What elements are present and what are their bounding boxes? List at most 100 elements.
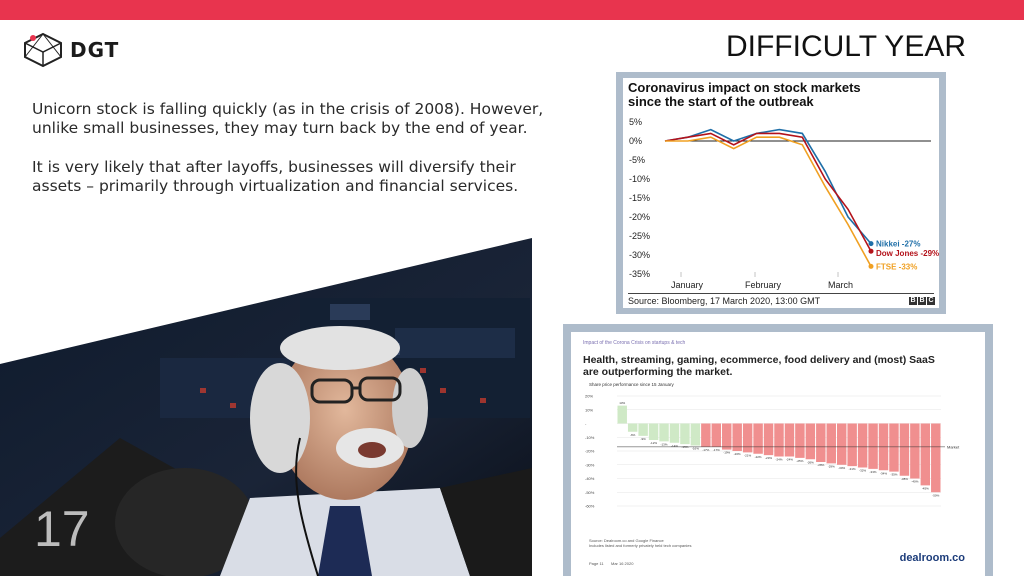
page-title: DIFFICULT YEAR xyxy=(725,30,966,63)
series-endpoint xyxy=(868,248,874,254)
chart2-ytick: 20% xyxy=(585,394,593,399)
bar-value-label: -45% xyxy=(922,486,929,490)
bar-value-label: -19% xyxy=(723,451,730,455)
bar xyxy=(690,423,701,446)
tech-performance-chart-card: Impact of the Corona Crisis on startups … xyxy=(563,324,993,576)
chart2-source: Source: Dealroom.co and Google Finance xyxy=(589,538,664,543)
chart1-ytick: -35% xyxy=(629,269,650,279)
series-label: FTSE -33% xyxy=(876,262,917,271)
bar-value-label: -25% xyxy=(796,459,803,463)
chart2-ytick: - xyxy=(585,421,587,426)
stock-markets-chart-card: Coronavirus impact on stock markets sinc… xyxy=(616,72,946,314)
page-number: 17 xyxy=(34,501,90,557)
bar-value-label: -33% xyxy=(870,470,877,474)
series-line-1 xyxy=(664,132,872,252)
chart1-xtick: January xyxy=(671,280,704,290)
bar-value-label: -17% xyxy=(702,448,709,452)
bar-value-label: -34% xyxy=(880,471,887,475)
chart1-xtick: February xyxy=(745,280,782,290)
chart2-title: Health, streaming, gaming, ecommerce, fo… xyxy=(583,354,935,378)
chart1-ytick: 0% xyxy=(629,136,642,146)
chart2-date: Mar 16 2020 xyxy=(611,561,634,566)
chart1-ytick: -30% xyxy=(629,250,650,260)
top-accent-bar xyxy=(0,0,1024,20)
bar xyxy=(627,423,638,432)
bar-value-label: -21% xyxy=(744,453,751,457)
bar-value-label: -24% xyxy=(786,458,793,462)
bar-value-label: -6% xyxy=(630,433,636,437)
chart1-ytick: -15% xyxy=(629,193,650,203)
series-label: Nikkei -27% xyxy=(876,240,920,249)
bar xyxy=(722,423,732,450)
bar xyxy=(826,423,836,464)
paragraph-2: It is very likely that after layoffs, bu… xyxy=(32,158,519,195)
bar xyxy=(732,423,742,451)
chart1-title-line2: since the start of the outbreak xyxy=(628,94,814,109)
chart2-plot: 20% 10% - -10% -20% -30% -40% -50% -60% 13% -6% -9… xyxy=(585,394,960,509)
bar-value-label: -35% xyxy=(890,473,897,477)
stock-markets-chart: Coronavirus impact on stock markets sinc… xyxy=(623,78,939,308)
chart2-kicker: Impact of the Corona Crisis on startups … xyxy=(583,340,686,346)
bar xyxy=(920,423,931,486)
bar xyxy=(931,423,941,493)
bar-value-label: -14% xyxy=(671,444,678,448)
bar xyxy=(816,423,826,462)
bar xyxy=(899,423,910,476)
bar xyxy=(910,423,920,479)
chart2-page: Page 11 xyxy=(589,561,604,566)
chart2-ytick: -40% xyxy=(585,476,595,481)
chart2-ytick: -20% xyxy=(585,449,595,454)
dgt-logo: DGT xyxy=(22,32,132,68)
chart1-ytick: 5% xyxy=(629,117,642,127)
body-text: Unicorn stock is falling quickly (as in … xyxy=(32,100,562,216)
bar-value-label: -20% xyxy=(734,452,741,456)
bar xyxy=(763,423,774,456)
chart2-ytick: -10% xyxy=(585,435,595,440)
bar xyxy=(784,423,795,457)
bar xyxy=(648,423,659,440)
bar xyxy=(742,423,753,453)
bar xyxy=(638,423,648,436)
bar xyxy=(836,423,847,465)
bar-value-label: -28% xyxy=(817,463,824,467)
bar-value-label: -12% xyxy=(650,441,657,445)
chart2-note: Includes listed and formerly privately h… xyxy=(589,543,692,548)
bar xyxy=(659,423,669,442)
bar-value-label: -22% xyxy=(755,455,762,459)
bar-value-label: -40% xyxy=(911,480,918,484)
series-line-2 xyxy=(665,136,872,267)
logo-text: DGT xyxy=(70,38,120,62)
bar-value-label: -26% xyxy=(807,460,814,464)
chart2-ytick: -50% xyxy=(585,490,595,495)
chart1-plot: 5% 0% -5% -10% -15% -20% -25% -30% -35% January Fe… xyxy=(629,117,939,290)
chart1-title: Coronavirus impact on stock markets sinc… xyxy=(628,81,861,109)
bar xyxy=(711,423,722,447)
bar-value-label: 13% xyxy=(619,401,625,405)
bar xyxy=(847,423,857,467)
chart2-ytick: -60% xyxy=(585,504,595,509)
market-label: Market xyxy=(947,444,960,449)
chart1-source: Source: Bloomberg, 17 March 2020, 13:00 … xyxy=(628,296,821,306)
bar-value-label: -23% xyxy=(765,456,772,460)
bar-value-label: -32% xyxy=(859,469,866,473)
chart1-ytick: -25% xyxy=(629,231,650,241)
dealroom-logo: dealroom.co xyxy=(899,552,965,564)
bar xyxy=(889,423,899,472)
bar-value-label: -9% xyxy=(640,437,646,441)
bar xyxy=(753,423,763,454)
bar-value-label: -31% xyxy=(849,467,856,471)
chart2-subtitle: Share price performance since 15 January xyxy=(589,382,674,387)
trader-photo xyxy=(0,238,532,576)
bar-value-label: -24% xyxy=(775,458,782,462)
bar-value-label: -29% xyxy=(828,464,835,468)
bar xyxy=(680,423,690,445)
tech-performance-chart: Impact of the Corona Crisis on startups … xyxy=(571,332,985,576)
series-endpoint xyxy=(868,263,874,269)
series-endpoint xyxy=(868,241,874,247)
bar xyxy=(774,423,784,457)
bar xyxy=(617,405,627,424)
chart1-xtick: March xyxy=(828,280,853,290)
bar xyxy=(857,423,868,468)
bar xyxy=(701,423,711,447)
